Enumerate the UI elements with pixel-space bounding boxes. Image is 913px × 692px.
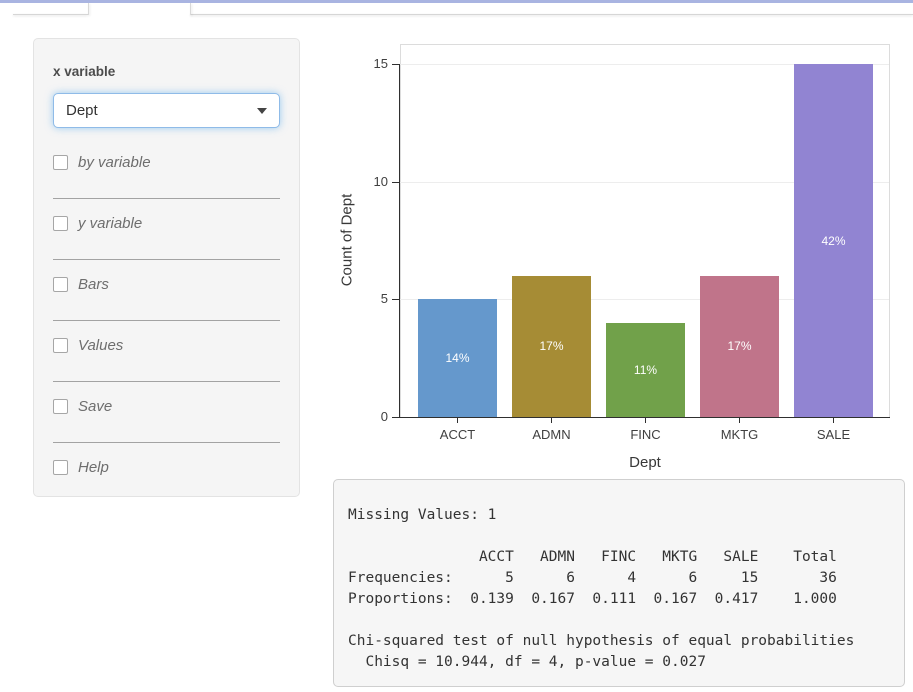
tab-bar-border-left — [13, 14, 88, 15]
y-axis-tick — [392, 417, 399, 418]
checkbox-label-bars: Bars — [78, 275, 109, 293]
checkbox-row-help[interactable]: Help — [53, 457, 280, 477]
checkbox-row-save[interactable]: Save — [53, 396, 280, 416]
y-axis-tick-label: 0 — [380, 409, 388, 424]
y-axis-tick-label: 5 — [380, 291, 388, 307]
separator — [53, 320, 280, 321]
sidebar-options: by variable y variable Bars Values Save Help — [53, 152, 280, 477]
x-axis-tick — [645, 418, 646, 423]
tab-active[interactable] — [89, 3, 190, 15]
separator — [53, 381, 280, 382]
y-axis-tick — [392, 181, 399, 183]
checkbox-y-variable[interactable] — [53, 215, 68, 231]
x-variable-select-value: Dept — [66, 102, 98, 119]
x-axis-tick-label: MKTG — [720, 427, 759, 442]
y-axis-tick — [392, 64, 399, 65]
separator — [53, 259, 280, 260]
checkbox-row-y-variable[interactable]: y variable — [53, 213, 280, 233]
y-axis-tick-label: 10 — [373, 173, 388, 189]
x-variable-label: x variable — [53, 64, 116, 79]
checkbox-values[interactable] — [53, 337, 68, 353]
checkbox-help[interactable] — [53, 459, 68, 475]
x-axis-tick — [739, 418, 740, 423]
console-output: Missing Values: 1 ACCT ADMN FINC MKTG SA… — [348, 507, 855, 670]
checkbox-by-variable[interactable] — [53, 154, 68, 170]
y-axis-title: Count of Dept — [338, 193, 356, 287]
x-axis-tick-label: SALE — [816, 427, 851, 442]
x-axis-tick-label: FINC — [630, 427, 661, 442]
checkbox-row-bars[interactable]: Bars — [53, 274, 280, 294]
plot-area — [400, 44, 890, 418]
checkbox-label-save: Save — [78, 397, 113, 415]
x-axis-tick-label: ADMN — [532, 427, 571, 442]
y-axis-tick — [392, 299, 399, 301]
separator — [53, 442, 280, 443]
x-axis-title: Dept — [629, 454, 661, 471]
x-axis-tick — [551, 418, 552, 423]
checkbox-label-values: Values — [78, 336, 124, 354]
separator — [53, 198, 280, 199]
x-axis-tick — [833, 418, 834, 423]
tab-divider — [190, 3, 191, 15]
tab-divider — [88, 3, 89, 15]
checkbox-label-help: Help — [78, 458, 109, 476]
checkbox-label-y-variable: y variable — [78, 214, 143, 232]
output-panel: Missing Values: 1 ACCT ADMN FINC MKTG SA… — [333, 479, 905, 687]
checkbox-bars[interactable] — [53, 276, 68, 292]
x-variable-select[interactable]: Dept — [53, 93, 280, 128]
checkbox-row-values[interactable]: Values — [53, 335, 280, 355]
checkbox-save[interactable] — [53, 398, 68, 414]
sidebar-panel: x variable Dept by variable y variable Bar… — [33, 38, 300, 497]
checkbox-label-by-variable: by variable — [78, 153, 151, 171]
y-axis-tick-label: 15 — [373, 56, 388, 71]
x-axis-tick — [457, 418, 458, 423]
chevron-down-icon — [257, 107, 267, 114]
tab-bar-border-right — [190, 14, 913, 15]
x-axis-tick-label: ACCT — [439, 427, 476, 442]
tab-inactive[interactable] — [13, 3, 88, 15]
window-top-accent — [0, 0, 913, 3]
checkbox-row-by-variable[interactable]: by variable — [53, 152, 280, 172]
